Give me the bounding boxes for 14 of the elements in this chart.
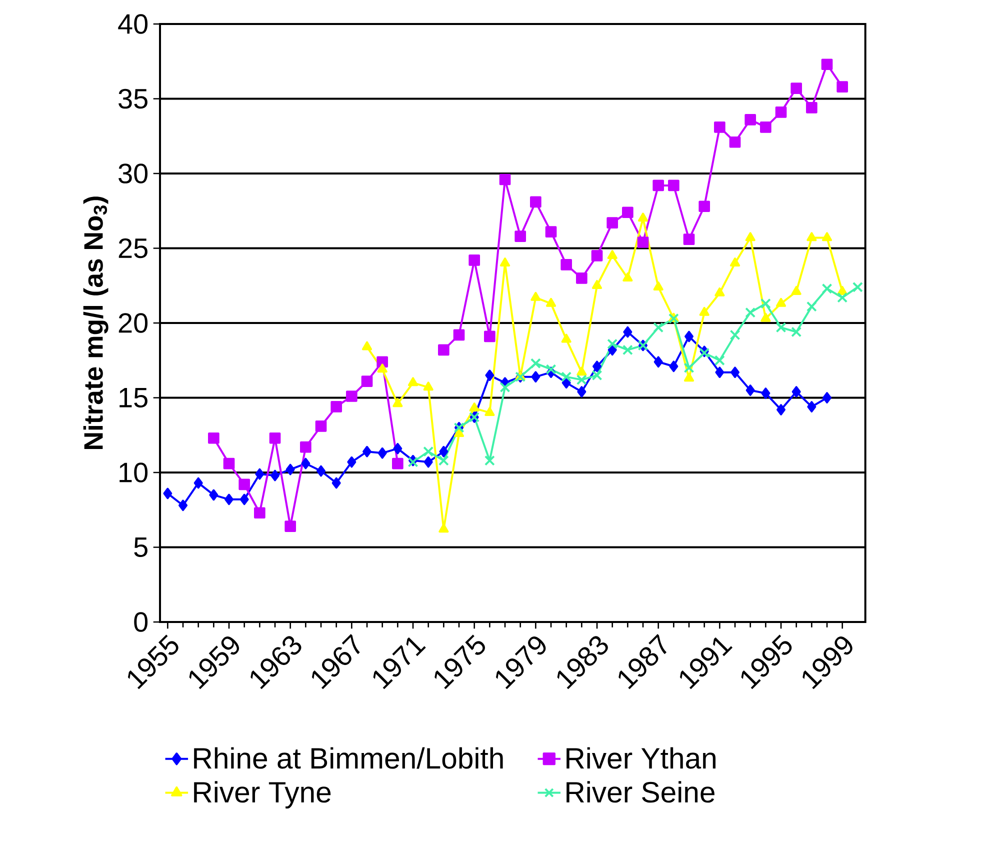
legend-label: River Tyne [194, 781, 331, 808]
y-tick-label: 20 [118, 313, 148, 333]
y-tick-label: 25 [118, 238, 148, 258]
legend-label: Rhine at Bimmen/Lobith [194, 747, 503, 769]
legend-label: River Seine [566, 781, 714, 803]
y-tick-label: 35 [118, 88, 148, 109]
y-tick-label: 40 [118, 14, 148, 34]
legend-label: River Ythan [566, 747, 716, 769]
y-tick-label: 0 [134, 612, 148, 632]
y-tick-label: 10 [120, 462, 148, 482]
y-tick-label: 30 [118, 164, 148, 184]
y-tick-label: 5 [134, 537, 148, 558]
y-axis-title: Nitrate mg/l (as No$_{3}$) [83, 196, 108, 449]
y-tick-label: 15 [120, 388, 148, 408]
